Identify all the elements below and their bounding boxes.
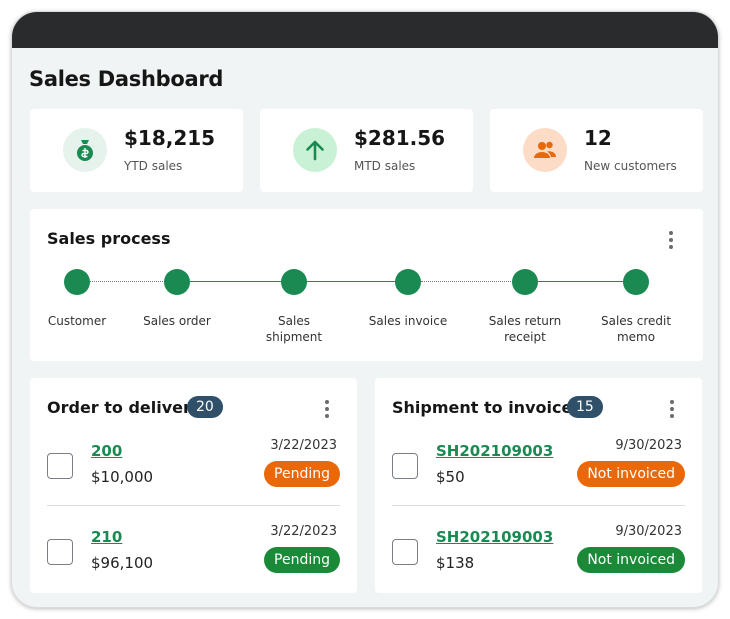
process-connector — [90, 281, 177, 282]
shipment-to-invoice-title: Shipment to invoice — [392, 398, 573, 417]
process-step-dot — [395, 269, 421, 295]
status-badge: Pending — [264, 461, 340, 487]
kpi-value: $18,215 — [124, 126, 216, 150]
top-bar — [12, 12, 718, 48]
kpi-label: MTD sales — [354, 159, 416, 173]
process-step-dot — [164, 269, 190, 295]
count-badge: 20 — [187, 396, 223, 418]
process-step-customer[interactable]: Customer — [17, 269, 137, 329]
kpi-label: YTD sales — [124, 159, 183, 173]
process-connector — [421, 281, 525, 282]
page-title: Sales Dashboard — [29, 67, 224, 91]
order-to-deliver-card: Order to deliver 20 200 $10,000 3/22/202… — [30, 378, 357, 593]
row-checkbox[interactable] — [47, 539, 73, 565]
divider — [47, 505, 340, 506]
list-item: 210 $96,100 3/22/2023 Pending — [30, 514, 357, 600]
process-connector — [307, 281, 408, 282]
process-step-sales-return-receipt[interactable]: Sales return receipt — [480, 269, 570, 345]
process-step-dot — [623, 269, 649, 295]
money-bag-icon — [63, 128, 107, 172]
kpi-value: $281.56 — [354, 126, 446, 150]
process-step-label: Sales order — [143, 314, 211, 328]
order-amount: $96,100 — [91, 554, 154, 572]
process-step-sales-order[interactable]: Sales order — [117, 269, 237, 329]
process-step-label: Customer — [47, 314, 107, 328]
kpi-card-ytd-sales: $18,215 YTD sales — [30, 109, 243, 192]
order-link[interactable]: 210 — [91, 528, 123, 546]
shipment-link[interactable]: SH202109003 — [436, 442, 554, 460]
process-step-dot — [64, 269, 90, 295]
process-connector — [190, 281, 294, 282]
list-item: 200 $10,000 3/22/2023 Pending — [30, 428, 357, 514]
more-options-icon[interactable] — [669, 400, 675, 418]
shipment-amount: $50 — [436, 468, 465, 486]
process-step-dot — [512, 269, 538, 295]
sales-process-card: Sales process Customer Sales order Sales… — [30, 209, 703, 361]
shipment-link[interactable]: SH202109003 — [436, 528, 554, 546]
users-icon — [523, 128, 567, 172]
process-step-label: Sales invoice — [368, 314, 448, 328]
sales-process-title: Sales process — [47, 229, 171, 248]
status-badge: Pending — [264, 547, 340, 573]
row-checkbox[interactable] — [392, 539, 418, 565]
more-options-icon[interactable] — [668, 231, 674, 249]
process-step-sales-invoice[interactable]: Sales invoice — [348, 269, 468, 329]
kpi-value: 12 — [584, 126, 612, 150]
order-date: 3/22/2023 — [270, 438, 337, 453]
row-checkbox[interactable] — [392, 453, 418, 479]
shipment-amount: $138 — [436, 554, 475, 572]
process-connector — [538, 281, 636, 282]
kpi-card-mtd-sales: $281.56 MTD sales — [260, 109, 473, 192]
process-step-dot — [281, 269, 307, 295]
process-step-label: Sales credit memo — [600, 314, 672, 344]
kpi-card-new-customers: 12 New customers — [490, 109, 703, 192]
shipment-to-invoice-card: Shipment to invoice 15 SH202109003 $50 9… — [375, 378, 702, 593]
shipment-date: 9/30/2023 — [615, 524, 682, 539]
order-link[interactable]: 200 — [91, 442, 123, 460]
divider — [392, 505, 685, 506]
row-checkbox[interactable] — [47, 453, 73, 479]
arrow-up-icon — [293, 128, 337, 172]
process-step-sales-shipment[interactable]: Sales shipment — [259, 269, 329, 345]
status-badge: Not invoiced — [577, 461, 685, 487]
order-date: 3/22/2023 — [270, 524, 337, 539]
shipment-date: 9/30/2023 — [615, 438, 682, 453]
more-options-icon[interactable] — [324, 400, 330, 418]
dashboard-frame: Sales Dashboard $18,215 YTD sales $281.5… — [11, 11, 719, 608]
status-badge: Not invoiced — [577, 547, 685, 573]
list-item: SH202109003 $138 9/30/2023 Not invoiced — [375, 514, 702, 600]
order-amount: $10,000 — [91, 468, 154, 486]
process-step-label: Sales shipment — [265, 314, 323, 344]
list-item: SH202109003 $50 9/30/2023 Not invoiced — [375, 428, 702, 514]
kpi-label: New customers — [584, 159, 677, 173]
process-step-label: Sales return receipt — [488, 314, 562, 344]
order-to-deliver-title: Order to deliver — [47, 398, 191, 417]
count-badge: 15 — [567, 396, 603, 418]
process-step-sales-credit-memo[interactable]: Sales credit memo — [596, 269, 676, 345]
